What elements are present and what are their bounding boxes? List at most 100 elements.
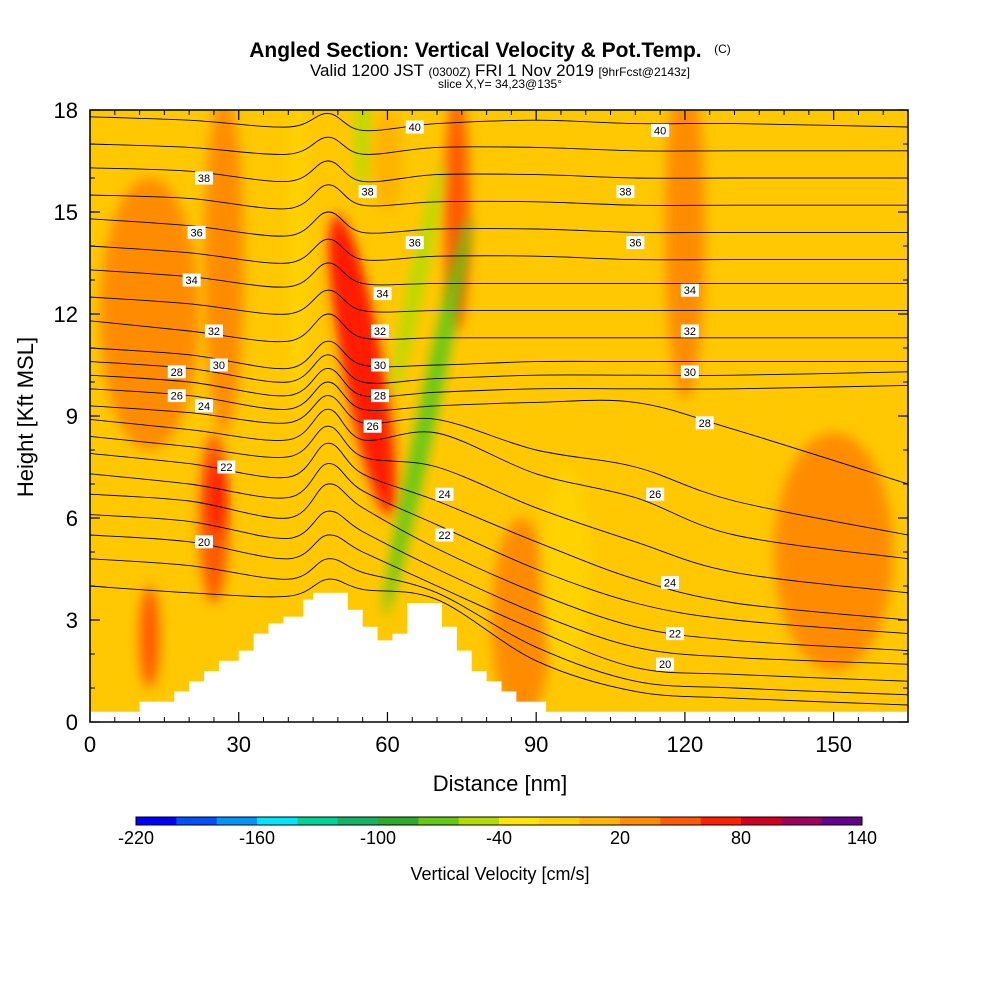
theta-contour-33 — [90, 289, 908, 315]
colorbar-swatch — [660, 817, 702, 825]
colorbar-tick-label: 140 — [847, 828, 877, 848]
velocity-region — [391, 163, 443, 397]
y-tick-label: 18 — [54, 98, 78, 123]
svg-text:34: 34 — [186, 275, 198, 287]
theta-contour-labels: 40 40 38 38 38 36 36 36 34 34 34 32 32 32 30 30 30 28 28 28… — [167, 120, 714, 671]
x-axis-label: Distance [nm] — [433, 771, 568, 796]
theta-contour-21 — [90, 510, 908, 665]
svg-text:30: 30 — [374, 360, 386, 372]
svg-text:32: 32 — [684, 326, 696, 338]
svg-text:22: 22 — [669, 629, 681, 641]
y-axis-label: Height [Kft MSL] — [13, 337, 38, 497]
colorbar-swatch — [579, 817, 621, 825]
svg-text:40: 40 — [654, 125, 666, 137]
contour-label: 24 — [195, 399, 214, 413]
contour-label: 32 — [680, 324, 699, 338]
colorbar-swatch — [821, 817, 863, 825]
contour-label: 24 — [661, 576, 680, 590]
svg-text:24: 24 — [438, 489, 450, 501]
svg-text:40: 40 — [409, 122, 421, 134]
contour-label: 34 — [373, 287, 392, 301]
y-tick-label: 9 — [66, 404, 78, 429]
theta-contour-40 — [90, 112, 908, 132]
svg-text:38: 38 — [198, 173, 210, 185]
svg-text:38: 38 — [619, 187, 631, 199]
theta-contour-37 — [90, 184, 908, 210]
velocity-region — [204, 110, 244, 433]
contour-label: 28 — [695, 416, 714, 430]
velocity-region — [383, 216, 471, 616]
plot-area: 40 40 38 38 38 36 36 36 34 34 34 32 32 32 30 30 30 28 28 28… — [90, 110, 908, 722]
contour-label: 38 — [616, 185, 635, 199]
colorbar-swatch — [176, 817, 218, 825]
colorbar-swatch — [700, 817, 742, 825]
contour-label: 36 — [405, 236, 424, 250]
theta-contour-24 — [90, 442, 908, 621]
velocity-region — [541, 467, 591, 671]
colorbar-title: Vertical Velocity [cm/s] — [410, 864, 589, 884]
svg-text:28: 28 — [171, 367, 183, 379]
y-tick-label: 6 — [66, 506, 78, 531]
theta-contour-28 — [90, 381, 908, 485]
contour-label: 24 — [435, 487, 454, 501]
colorbar: -220 -160 -100 -40 20 80 140 — [118, 816, 877, 848]
x-tick-label: 30 — [226, 732, 250, 757]
svg-text:24: 24 — [664, 578, 676, 590]
svg-text:20: 20 — [659, 659, 671, 671]
theta-contour-36 — [90, 211, 908, 237]
x-tick-label: 120 — [667, 732, 704, 757]
svg-text:26: 26 — [366, 421, 378, 433]
theta-contour-29 — [90, 367, 908, 398]
colorbar-swatch — [297, 817, 339, 825]
colorbar-tick-label: -100 — [360, 828, 396, 848]
contour-label: 38 — [195, 171, 214, 185]
svg-text:28: 28 — [374, 391, 386, 403]
x-tick-label: 90 — [524, 732, 548, 757]
y-tick-label: 3 — [66, 608, 78, 633]
svg-text:34: 34 — [684, 285, 696, 297]
svg-text:34: 34 — [376, 289, 388, 301]
slice-label: slice X,Y= 34,23@135° — [438, 77, 562, 91]
velocity-region — [355, 110, 371, 189]
contour-label: 32 — [204, 324, 223, 338]
contour-label: 20 — [195, 535, 214, 549]
x-tick-label: 150 — [815, 732, 852, 757]
contour-label: 30 — [209, 358, 228, 372]
colorbar-tick-label: 80 — [731, 828, 751, 848]
y-tick-label: 15 — [54, 200, 78, 225]
contour-label: 38 — [358, 185, 377, 199]
svg-text:38: 38 — [361, 187, 373, 199]
svg-text:32: 32 — [208, 326, 220, 338]
velocity-region — [99, 178, 200, 450]
contour-label: 28 — [167, 365, 186, 379]
theta-contour-20 — [90, 534, 908, 682]
x-tick-label: 0 — [84, 732, 96, 757]
contour-label: 22 — [435, 528, 454, 542]
contour-label: 32 — [371, 324, 390, 338]
contour-label: 26 — [167, 389, 186, 403]
colorbar-tick-label: -220 — [118, 828, 154, 848]
svg-text:30: 30 — [213, 360, 225, 372]
svg-text:22: 22 — [438, 530, 450, 542]
contour-label: 26 — [646, 487, 665, 501]
colorbar-tick-label: -160 — [239, 828, 275, 848]
contour-label: 28 — [371, 389, 390, 403]
contour-label: 36 — [626, 236, 645, 250]
svg-text:24: 24 — [198, 401, 210, 413]
colorbar-swatch — [337, 817, 379, 825]
contour-label: 34 — [680, 283, 699, 297]
contour-label: 30 — [371, 358, 390, 372]
chart-subtitle: Valid 1200 JST (0300Z) FRI 1 Nov 2019 [9… — [310, 61, 690, 80]
theta-contours — [90, 112, 908, 706]
colorbar-swatch — [539, 817, 581, 825]
colorbar-tick-label: -40 — [486, 828, 512, 848]
theta-contour-25 — [90, 425, 908, 594]
svg-text:30: 30 — [684, 367, 696, 379]
contour-label: 20 — [656, 657, 675, 671]
contour-label: 40 — [651, 123, 670, 137]
contour-label: 40 — [405, 120, 424, 134]
theta-contour-32 — [90, 313, 908, 343]
svg-text:32: 32 — [374, 326, 386, 338]
